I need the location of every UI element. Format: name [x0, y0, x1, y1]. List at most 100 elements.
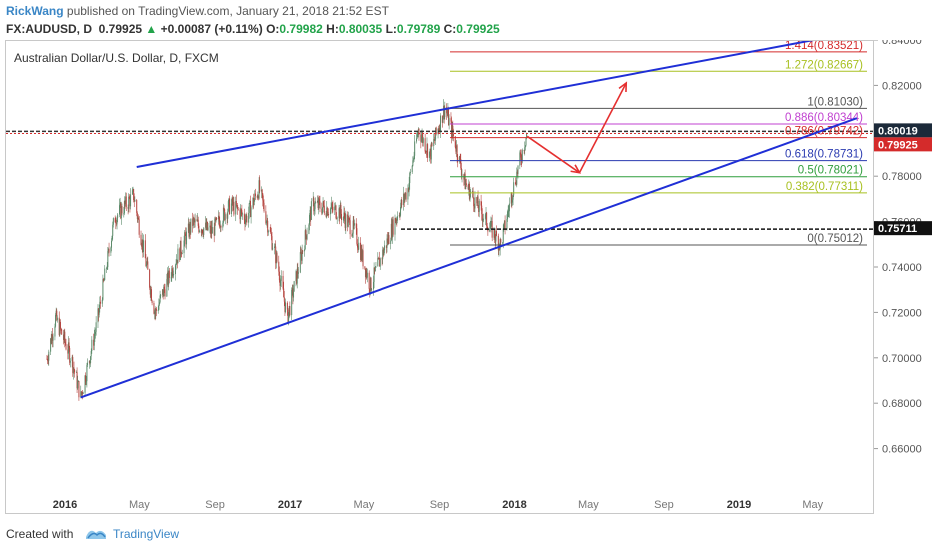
candle-body [69, 348, 71, 363]
candle-body [154, 311, 156, 314]
candle-body [144, 240, 146, 259]
price-plot[interactable]: 0(0.75012) 0.382(0.77311) 0.5(0.78021) 0.61… [6, 41, 874, 514]
candle-body [515, 182, 517, 184]
candle-body [95, 331, 97, 334]
candle-body [93, 339, 95, 346]
candle-body [391, 223, 393, 238]
candle-body [396, 216, 398, 221]
candle-body [60, 328, 62, 330]
candle-body [106, 267, 108, 268]
candle-body [150, 289, 152, 301]
candle-body [452, 125, 454, 135]
tradingview-logo-icon [86, 530, 106, 539]
projection-arrow [578, 82, 627, 174]
candle-body [214, 218, 216, 222]
candle-body [304, 230, 306, 250]
candle-body [90, 350, 92, 357]
candle-body [313, 198, 315, 212]
candle-body [85, 375, 87, 383]
candle-body [76, 372, 78, 389]
candle-body [256, 196, 258, 198]
projection-arrowhead [618, 81, 628, 93]
candle-body [67, 342, 69, 354]
candle-body [296, 268, 298, 284]
candle-body [291, 288, 293, 290]
candle-body [219, 226, 221, 228]
candle-body [129, 198, 131, 207]
candle-body [181, 253, 183, 255]
candle-body [276, 252, 278, 262]
candle-body [473, 206, 475, 209]
candle-body [71, 357, 73, 361]
candle-body [69, 360, 71, 363]
tradingview-brand[interactable]: TradingView [113, 527, 180, 541]
candle-body [110, 247, 112, 253]
candle-body [157, 309, 159, 311]
projection-arrow [526, 135, 580, 174]
price-axis[interactable]: 0.840000.820000.800000.780000.760000.740… [874, 40, 932, 514]
candle-body [486, 212, 488, 226]
candle-body [491, 221, 493, 222]
candle-body [54, 326, 56, 337]
candle-body [297, 268, 299, 274]
time-axis[interactable]: 2016 May Sep 2017 May Sep 2018 May Sep 2019 May [5, 494, 874, 514]
candle-body [339, 204, 341, 219]
footer: Created with TradingView [0, 518, 932, 550]
candle-body [360, 248, 362, 260]
author-link[interactable]: RickWang [6, 4, 64, 18]
candle-body [243, 213, 245, 221]
candle-body [486, 225, 488, 229]
candle-body [317, 200, 319, 208]
candle-body [426, 144, 428, 152]
candle-body [372, 281, 374, 290]
candle-body [123, 213, 125, 215]
candle-body [141, 239, 143, 247]
candle-body [174, 265, 176, 275]
close-label: C: [443, 22, 457, 36]
candle-body [456, 145, 458, 152]
candle-body [443, 105, 445, 118]
candle-body [65, 343, 67, 350]
candle-body [323, 205, 325, 214]
candle-body [387, 235, 389, 243]
candle-body [146, 263, 148, 267]
candle-body [369, 277, 371, 292]
candle-body [155, 308, 157, 315]
candle-body [97, 308, 99, 323]
price-tick-label: 0.72000 [882, 307, 922, 319]
candle-body [319, 201, 321, 209]
candle-body [364, 268, 366, 278]
candle-body [252, 197, 254, 208]
candle-body [239, 209, 241, 220]
candle-body [325, 213, 327, 217]
candle-body [507, 211, 509, 220]
candle-body [515, 183, 517, 185]
candle-body [512, 195, 514, 200]
candle-body [123, 201, 125, 214]
candle-body [487, 228, 489, 232]
candle-body [477, 196, 479, 209]
candle-body [478, 208, 480, 212]
candle-body [418, 128, 420, 135]
time-tick-label: Sep [654, 499, 674, 511]
candle-body [390, 240, 392, 244]
candle-body [133, 200, 135, 202]
candle-body [173, 274, 175, 275]
candle-body [226, 214, 228, 219]
candle-body [166, 272, 168, 280]
candle-body [82, 392, 84, 394]
chart-pane[interactable]: 0(0.75012) 0.382(0.77311) 0.5(0.78021) 0.61… [5, 40, 874, 514]
candle-body [506, 219, 508, 230]
candle-body [151, 300, 153, 304]
candle-body [230, 203, 232, 215]
candle-body [55, 314, 57, 327]
candle-body [201, 229, 203, 233]
candle-body [338, 208, 340, 218]
candle-body [433, 139, 435, 146]
candle-body [523, 150, 525, 151]
candle-body [176, 259, 178, 265]
candle-body [183, 240, 185, 254]
candle-body [454, 136, 456, 148]
candle-body [347, 218, 349, 227]
candle-body [196, 219, 198, 222]
